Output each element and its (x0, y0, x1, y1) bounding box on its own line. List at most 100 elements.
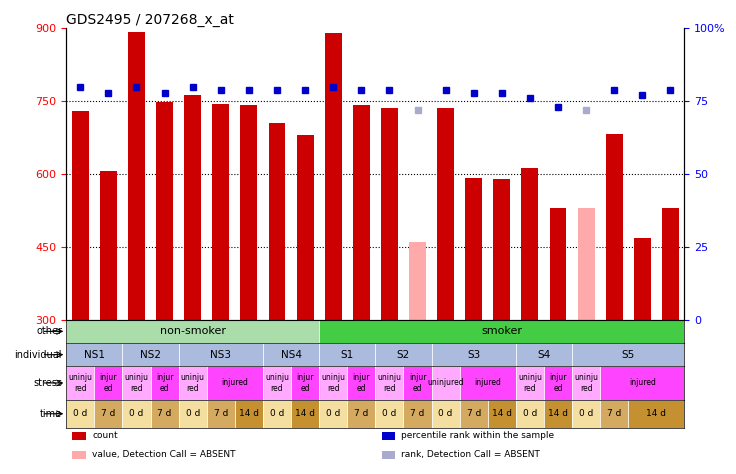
Bar (600, 400, 629, 428)
Bar (325, 33, 342, 320)
Bar (516, 343, 572, 366)
Bar (522, 168, 538, 320)
Bar (179, 400, 207, 428)
Text: uninju
red: uninju red (181, 373, 205, 392)
Text: injur
ed: injur ed (297, 373, 314, 392)
Text: 0 d: 0 d (523, 409, 537, 418)
Text: injur
ed: injur ed (408, 373, 426, 392)
Bar (72, 111, 89, 320)
Bar (319, 320, 684, 343)
Text: injur
ed: injur ed (99, 373, 117, 392)
Bar (381, 451, 395, 459)
Bar (263, 400, 291, 428)
Bar (516, 366, 544, 400)
Bar (375, 400, 403, 428)
Bar (269, 123, 286, 320)
Bar (634, 238, 651, 320)
Text: injur
ed: injur ed (156, 373, 174, 392)
Bar (297, 135, 314, 320)
Bar (235, 400, 263, 428)
Text: uninju
red: uninju red (124, 373, 149, 392)
Bar (184, 95, 201, 320)
Text: uninjured: uninjured (428, 378, 464, 387)
Bar (151, 400, 179, 428)
Bar (319, 400, 347, 428)
Bar (488, 400, 516, 428)
Bar (66, 366, 94, 400)
Bar (578, 208, 595, 320)
Text: 7 d: 7 d (158, 409, 171, 418)
Bar (431, 343, 516, 366)
Bar (319, 343, 375, 366)
Text: 7 d: 7 d (467, 409, 481, 418)
Bar (179, 343, 263, 366)
Bar (122, 400, 151, 428)
Text: uninju
red: uninju red (68, 373, 92, 392)
Y-axis label: time: time (40, 409, 62, 419)
Text: uninju
red: uninju red (574, 373, 598, 392)
Text: count: count (92, 431, 118, 440)
Y-axis label: stress: stress (33, 378, 62, 388)
Bar (151, 366, 179, 400)
Text: 14 d: 14 d (646, 409, 666, 418)
Text: injured: injured (222, 378, 248, 387)
Bar (72, 431, 86, 440)
Text: injur
ed: injur ed (549, 373, 567, 392)
Bar (460, 366, 516, 400)
Bar (66, 320, 319, 343)
Text: GDS2495 / 207268_x_at: GDS2495 / 207268_x_at (66, 13, 234, 27)
Bar (291, 366, 319, 400)
Text: value, Detection Call = ABSENT: value, Detection Call = ABSENT (92, 450, 236, 459)
Bar (122, 343, 179, 366)
Text: NS3: NS3 (210, 350, 231, 360)
Text: NS2: NS2 (140, 350, 161, 360)
Bar (375, 366, 403, 400)
Text: S3: S3 (467, 350, 481, 360)
Bar (600, 366, 684, 400)
Text: 14 d: 14 d (295, 409, 315, 418)
Bar (409, 242, 426, 320)
Text: injured: injured (629, 378, 656, 387)
Bar (72, 451, 86, 459)
Bar (381, 431, 395, 440)
Bar (662, 208, 679, 320)
Text: 0 d: 0 d (326, 409, 340, 418)
Text: injured: injured (474, 378, 501, 387)
Bar (122, 366, 151, 400)
Bar (179, 366, 207, 400)
Bar (100, 171, 117, 320)
Text: 0 d: 0 d (185, 409, 200, 418)
Bar (66, 343, 122, 366)
Bar (347, 400, 375, 428)
Text: 7 d: 7 d (411, 409, 425, 418)
Text: 0 d: 0 d (73, 409, 88, 418)
Bar (213, 104, 229, 320)
Bar (381, 108, 398, 320)
Bar (128, 32, 145, 320)
Text: 7 d: 7 d (102, 409, 116, 418)
Text: 0 d: 0 d (270, 409, 284, 418)
Text: smoker: smoker (481, 327, 523, 337)
Text: 7 d: 7 d (354, 409, 369, 418)
Text: 0 d: 0 d (130, 409, 144, 418)
Text: 7 d: 7 d (607, 409, 621, 418)
Bar (241, 105, 258, 320)
Bar (431, 366, 460, 400)
Bar (460, 400, 488, 428)
Text: injur
ed: injur ed (353, 373, 370, 392)
Bar (94, 400, 122, 428)
Text: 7 d: 7 d (213, 409, 228, 418)
Bar (629, 400, 684, 428)
Text: NS1: NS1 (84, 350, 105, 360)
Text: S5: S5 (622, 350, 635, 360)
Text: uninju
red: uninju red (265, 373, 289, 392)
Bar (544, 366, 572, 400)
Bar (403, 366, 431, 400)
Bar (437, 108, 454, 320)
Text: S2: S2 (397, 350, 410, 360)
Bar (156, 102, 173, 320)
Text: 0 d: 0 d (382, 409, 397, 418)
Bar (572, 366, 600, 400)
Bar (544, 400, 572, 428)
Bar (207, 400, 235, 428)
